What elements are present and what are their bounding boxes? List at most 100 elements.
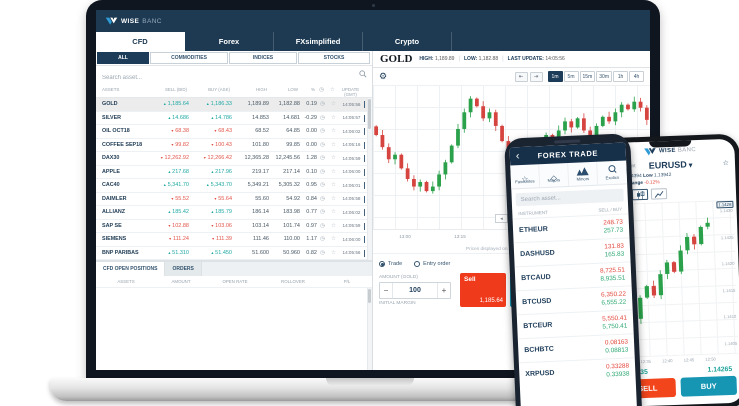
asset-row[interactable]: GOLD 1,185.64 1,186.33 1,189.89 1,182.88… (96, 98, 372, 112)
alarm-icon[interactable]: ◷ (320, 222, 325, 229)
star-icon[interactable]: ☆ (331, 249, 336, 256)
asset-filter-tab[interactable]: STOCKS (298, 52, 370, 64)
category-tab[interactable]: Minors (568, 161, 599, 186)
asset-row[interactable]: DAIMLER 55.52 55.64 55.60 54.92 0.84 ◷ ☆… (96, 192, 372, 206)
sell-price[interactable]: 12,262.92 (146, 155, 189, 161)
scrollbar-thumb[interactable] (368, 289, 371, 303)
star-icon[interactable]: ☆ (331, 155, 336, 162)
asset-filter-tab[interactable]: COMMODITIES (150, 52, 228, 64)
asset-row[interactable]: CAC40 5,341.70 5,343.70 5,349.21 5,305.3… (96, 179, 372, 193)
buy-price[interactable]: 111.39 (189, 236, 232, 242)
star-icon[interactable]: ☆ (331, 141, 336, 148)
sell-price[interactable]: 55.52 (146, 196, 189, 202)
asset-row[interactable]: SAP SE 102.88 103.06 103.14 101.74 0.97 … (96, 219, 372, 233)
order-mode-radio[interactable]: Entry order (414, 261, 450, 267)
alarm-icon[interactable]: ◷ (320, 236, 325, 243)
chevron-down-icon[interactable] (364, 114, 365, 122)
sell-price[interactable]: 111.24 (146, 236, 189, 242)
chevron-down-icon[interactable] (364, 249, 365, 257)
timeframe-button[interactable]: 15m (579, 71, 596, 82)
scrollbar[interactable] (367, 288, 372, 370)
sell-price[interactable]: 51.310 (146, 250, 189, 256)
alarm-icon[interactable]: ◷ (320, 195, 325, 202)
buy-button[interactable]: BUY (680, 375, 738, 397)
asset-filter-tab[interactable]: ALL (97, 52, 149, 64)
alarm-icon[interactable]: ◷ (320, 249, 325, 256)
positions-tab[interactable]: CFD OPEN POSITIONS (96, 262, 166, 276)
sell-price[interactable]: 102.88 (146, 223, 189, 229)
timeframe-button[interactable]: 5m (563, 71, 579, 82)
chevron-down-icon[interactable] (364, 195, 365, 203)
chart-scroll-left-button[interactable] (495, 214, 508, 223)
sell-price[interactable]: 68.38 (146, 128, 189, 134)
chevron-down-icon[interactable] (364, 182, 365, 190)
sell-price[interactable]: 14.686 (146, 115, 189, 121)
chevron-down-icon[interactable] (364, 128, 365, 136)
buy-price[interactable]: 1,186.33 (189, 101, 232, 107)
star-icon[interactable]: ☆ (331, 182, 336, 189)
sell-price[interactable]: 1,185.64 (146, 101, 189, 107)
asset-row[interactable]: SILVER 14.686 14.786 14.853 14.681 -0.29… (96, 111, 372, 125)
buy-price[interactable]: 5,343.70 (189, 182, 232, 188)
amount-input[interactable] (393, 283, 437, 298)
gear-icon[interactable] (379, 72, 387, 81)
pan-left-icon[interactable] (514, 71, 528, 82)
instrument-row[interactable]: XRPUSD 0.33288 0.33938 (518, 357, 636, 387)
star-icon[interactable]: ☆ (331, 222, 336, 229)
pan-right-icon[interactable] (529, 71, 543, 82)
asset-row[interactable]: BNP PARIBAS 51.310 51.450 51.600 50.960 … (96, 246, 372, 260)
star-icon[interactable]: ☆ (331, 236, 336, 243)
buy-price[interactable]: 55.64 (189, 196, 232, 202)
scrollbar[interactable] (367, 98, 372, 260)
alarm-icon[interactable]: ◷ (320, 101, 325, 108)
chevron-down-icon[interactable] (364, 168, 365, 176)
buy-price[interactable]: 185.79 (189, 209, 232, 215)
timeframe-button[interactable]: 30m (596, 71, 612, 82)
star-icon[interactable]: ☆ (331, 128, 336, 135)
alarm-icon[interactable]: ◷ (320, 155, 325, 162)
chevron-down-icon[interactable] (364, 222, 365, 230)
asset-row[interactable]: COFFEE SEP18 99.82 100.43 101.80 99.85 0… (96, 138, 372, 152)
star-icon[interactable]: ☆ (331, 209, 336, 216)
alarm-icon[interactable]: ◷ (320, 114, 325, 121)
star-icon[interactable]: ☆ (331, 195, 336, 202)
sell-price[interactable]: 99.82 (146, 142, 189, 148)
amount-increase-button[interactable]: + (437, 283, 450, 298)
buy-price[interactable]: 51.450 (189, 250, 232, 256)
alarm-icon[interactable]: ◷ (320, 168, 325, 175)
star-icon[interactable]: ☆ (331, 101, 336, 108)
alarm-icon[interactable]: ◷ (320, 182, 325, 189)
asset-row[interactable]: APPLE 217.68 217.96 219.17 217.14 0.10 ◷… (96, 165, 372, 179)
buy-price[interactable]: 217.96 (189, 169, 232, 175)
category-tab[interactable]: Majors (539, 162, 570, 188)
buy-price[interactable]: 103.06 (189, 223, 232, 229)
line-view-button[interactable] (650, 188, 668, 201)
asset-row[interactable]: ALLIANZ 185.42 185.79 186.14 183.98 0.77… (96, 206, 372, 220)
back-icon[interactable] (515, 148, 519, 164)
timeframe-button[interactable]: 1h (613, 71, 628, 82)
buy-price[interactable]: 68.43 (189, 128, 232, 134)
pair-selector[interactable]: EURUSD (636, 158, 705, 171)
amount-decrease-button[interactable]: − (380, 283, 393, 298)
buy-price[interactable]: 12,266.42 (189, 155, 232, 161)
main-tab[interactable]: FXsimplified (274, 32, 363, 51)
asset-row[interactable]: OIL OCT18 68.38 68.43 68.52 64.85 0.00 ◷… (96, 125, 372, 139)
positions-tab[interactable]: ORDERS (165, 262, 202, 276)
buy-price[interactable]: 14.786 (189, 115, 232, 121)
asset-row[interactable]: SIEMENS 111.24 111.39 111.46 110.00 1.17… (96, 233, 372, 247)
chevron-down-icon[interactable] (364, 236, 365, 244)
chevron-down-icon[interactable] (364, 155, 365, 163)
scrollbar-thumb[interactable] (368, 99, 371, 129)
alarm-icon[interactable]: ◷ (320, 209, 325, 216)
chevron-down-icon[interactable] (364, 141, 365, 149)
sell-price[interactable]: 217.68 (146, 169, 189, 175)
main-tab[interactable]: CFD (96, 32, 185, 51)
favorite-star-icon[interactable] (705, 158, 729, 167)
timeframe-button[interactable]: 4h (629, 71, 644, 82)
sell-price[interactable]: 5,341.70 (146, 182, 189, 188)
star-icon[interactable]: ☆ (331, 114, 336, 121)
main-tab[interactable]: Forex (185, 32, 274, 51)
alarm-icon[interactable]: ◷ (320, 141, 325, 148)
order-mode-radio[interactable]: Trade (379, 261, 402, 267)
main-tab[interactable]: Crypto (363, 32, 452, 51)
